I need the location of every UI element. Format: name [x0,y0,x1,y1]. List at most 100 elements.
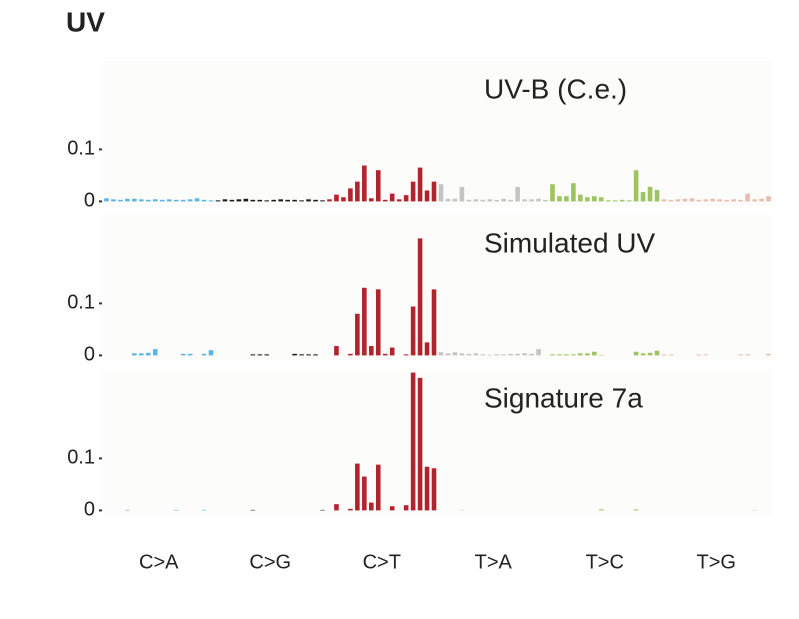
y-tick-label: 0.1 [67,447,95,469]
bar [745,193,750,202]
bar [382,199,388,202]
bar [389,193,395,202]
bar [766,196,771,202]
bar [564,354,569,356]
x-group-label: T>G [697,551,736,573]
bar [194,198,200,202]
bar [355,313,360,356]
bar [487,199,493,202]
panel-title: Simulated UV [484,227,656,258]
bar [375,289,381,356]
bar [403,195,409,202]
bar [745,354,750,356]
bar [612,200,618,202]
bar [166,199,172,202]
panel-background [103,215,772,361]
bar [362,165,367,202]
bar [250,509,256,511]
bar [459,186,465,202]
bar [125,198,130,202]
bar [536,349,541,356]
bar [550,354,555,356]
bar [661,199,667,202]
bar [201,199,207,202]
bar [591,196,597,202]
bar [341,197,346,202]
bar [118,199,123,202]
bar [501,198,507,202]
bar [452,198,458,202]
bar [375,464,381,511]
bar [208,350,214,356]
bar [703,199,709,202]
bar [145,199,151,202]
bar [640,353,646,356]
bar [473,199,479,202]
bar [299,354,304,356]
bar [626,200,632,202]
bar [522,353,527,356]
bar [515,353,520,356]
bar [654,189,660,202]
bar [368,198,374,202]
figure-title: UV [66,6,105,37]
bar [480,354,486,356]
bar [480,199,486,202]
x-group-label: T>C [586,551,624,573]
bar [313,199,318,202]
bar [598,354,604,356]
bar [459,353,465,356]
bar [132,198,137,202]
bar [125,509,130,511]
bar [445,198,451,202]
bar [285,199,290,202]
panel-title: UV-B (C.e.) [484,73,627,104]
bar [355,181,360,202]
bar [522,199,527,202]
bar [571,354,576,356]
bar [152,349,158,356]
bar [417,167,423,202]
bar [201,353,207,356]
bar [362,287,367,356]
bar [703,354,709,356]
bar [438,184,444,202]
bar [348,353,353,356]
bar [731,199,736,202]
bar [647,352,653,356]
bar [348,508,353,511]
bar [550,184,555,202]
bar [557,196,562,202]
bar [633,509,639,511]
bar [473,353,479,356]
x-group-label: T>A [475,551,513,573]
bar [417,238,423,356]
bar [633,170,639,202]
bar [250,199,256,202]
bar [396,199,402,202]
bar [431,289,437,356]
bar [431,181,437,202]
bar [598,197,604,202]
bar [306,354,311,356]
bar [752,199,757,202]
y-tick-label: 0 [84,190,95,212]
bar [139,199,144,202]
y-tick-label: 0 [84,344,95,366]
bar [508,199,513,202]
bar [424,342,430,356]
bar [180,353,186,356]
bar [738,199,743,202]
bar [647,186,653,202]
bar [173,509,179,511]
panel-title: Signature 7a [484,382,643,413]
bar [438,352,444,356]
bar [668,354,674,356]
bar [738,354,743,356]
bar [173,199,179,202]
bar [585,353,590,356]
bar [382,353,388,356]
bar [605,200,611,202]
x-group-label: C>A [139,551,179,573]
